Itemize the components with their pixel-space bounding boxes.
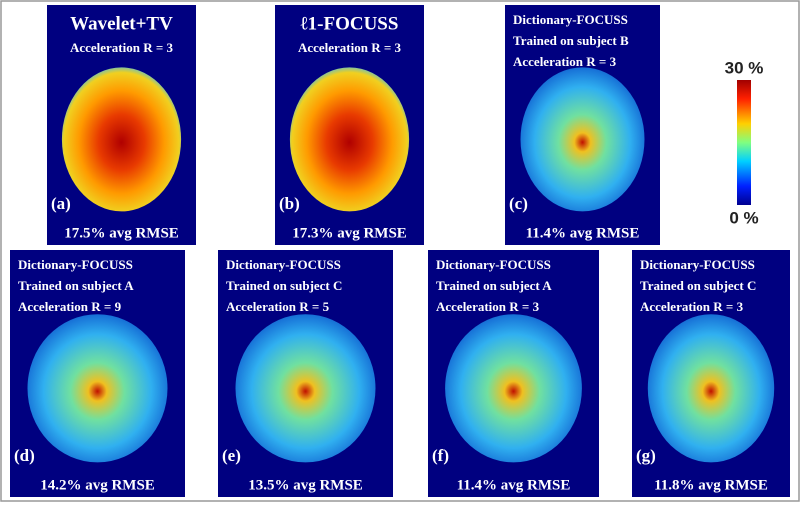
- colorbar-max: 30 %: [725, 58, 764, 77]
- panel-title: Trained on subject C: [640, 278, 756, 293]
- panel-title: Acceleration R = 3: [436, 299, 540, 314]
- brain-map: [290, 67, 409, 211]
- panel-title: Dictionary-FOCUSS: [436, 257, 551, 272]
- panel-title: Acceleration R = 3: [298, 40, 402, 55]
- panel-title: Acceleration R = 9: [18, 299, 122, 314]
- panel-title: Dictionary-FOCUSS: [640, 257, 755, 272]
- brain-map: [521, 67, 645, 211]
- rmse-label: 11.4% avg RMSE: [526, 225, 640, 241]
- panel-title: Trained on subject C: [226, 278, 342, 293]
- panel-title: Acceleration R = 5: [226, 299, 330, 314]
- panel-title: Acceleration R = 3: [70, 40, 174, 55]
- rmse-label: 11.4% avg RMSE: [457, 477, 571, 493]
- panel-title: Acceleration R = 3: [640, 299, 744, 314]
- rmse-label: 11.8% avg RMSE: [654, 477, 768, 493]
- panel-label: (d): [14, 446, 35, 465]
- rmse-label: 14.2% avg RMSE: [40, 477, 155, 493]
- rmse-label: 13.5% avg RMSE: [248, 477, 363, 493]
- panels: Wavelet+TV Acceleration R = 3 (a) 17.5% avg…: [10, 5, 790, 497]
- panel-label: (e): [222, 446, 241, 465]
- rmse-label: 17.5% avg RMSE: [64, 225, 179, 241]
- panel-title: Dictionary-FOCUSS: [513, 12, 628, 27]
- panel-label: (c): [509, 194, 528, 213]
- panel-label: (g): [636, 446, 656, 465]
- panel-title: Trained on subject A: [18, 278, 134, 293]
- panel-title: Dictionary-FOCUSS: [226, 257, 341, 272]
- panel-title: Trained on subject A: [436, 278, 552, 293]
- panel-label: (f): [432, 446, 449, 465]
- panel-title: Dictionary-FOCUSS: [18, 257, 133, 272]
- panel-title: Wavelet+TV: [70, 13, 173, 34]
- brain-map: [445, 314, 582, 462]
- rmse-label: 17.3% avg RMSE: [292, 225, 407, 241]
- figure: 30 % 0 % Wavelet+TV Acceleration R = 3 (a)…: [0, 0, 804, 506]
- brain-map: [648, 314, 774, 462]
- panel-label: (a): [51, 194, 71, 213]
- panel-title: ℓ1-FOCUSS: [301, 13, 399, 34]
- brain-map: [28, 314, 168, 462]
- panel-title: Trained on subject B: [513, 33, 629, 48]
- panel-title: Acceleration R = 3: [513, 54, 617, 69]
- colorbar-min: 0 %: [729, 208, 758, 227]
- colorbar: [737, 80, 751, 205]
- panel-label: (b): [279, 194, 300, 213]
- brain-map: [62, 67, 181, 211]
- brain-map: [236, 314, 376, 462]
